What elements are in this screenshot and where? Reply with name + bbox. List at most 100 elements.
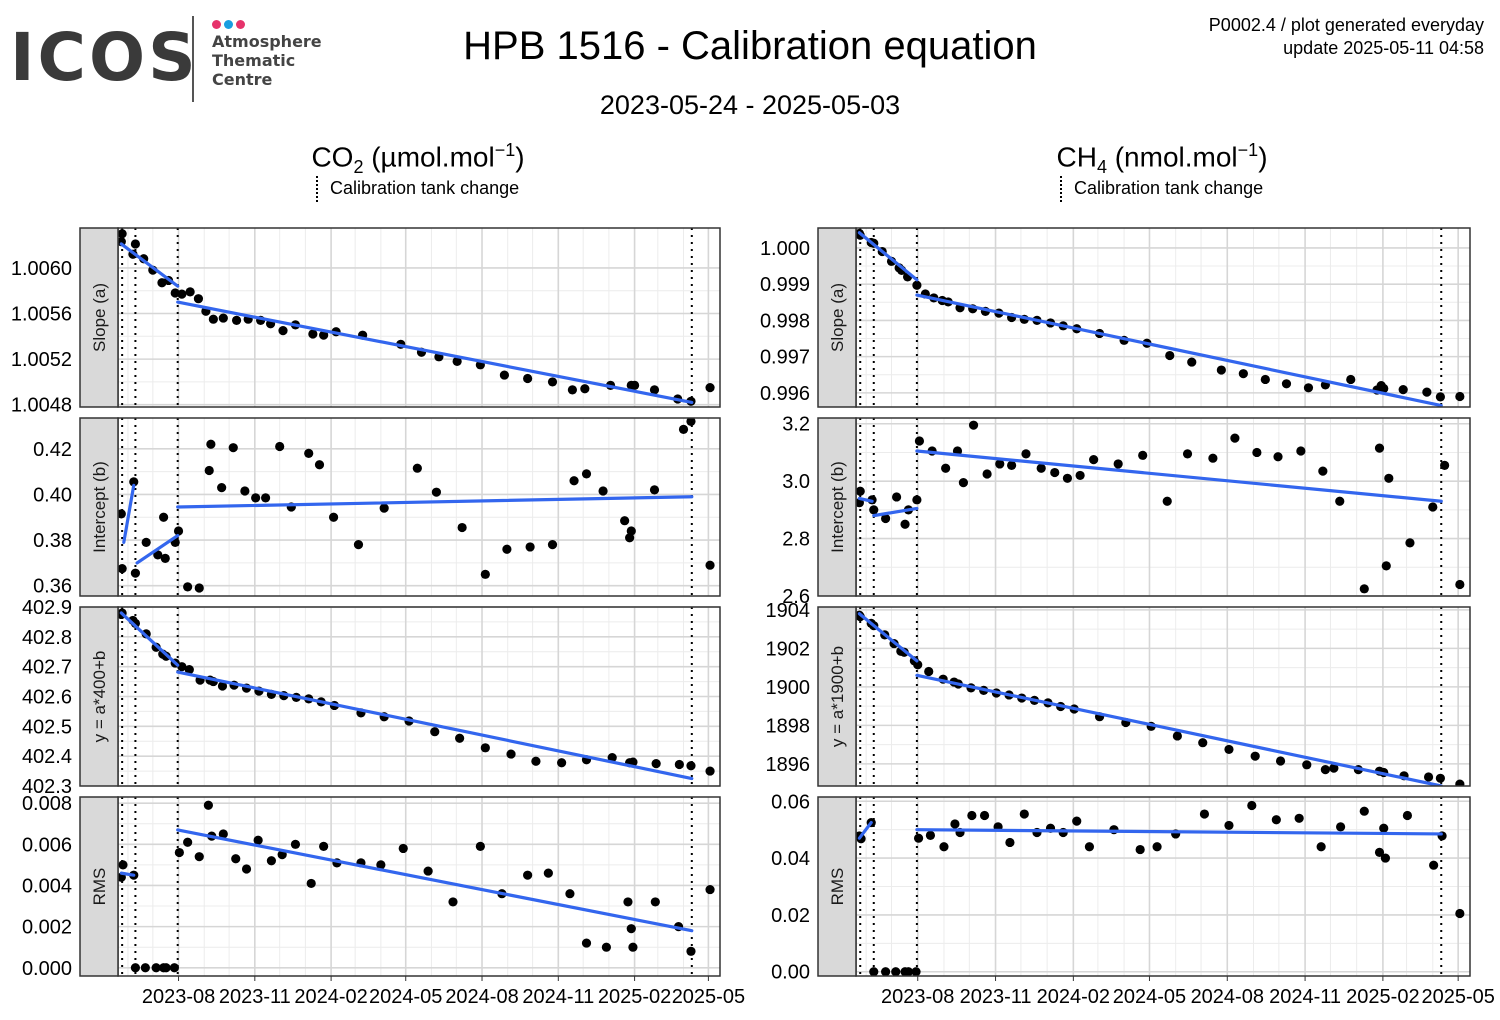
data-point: [118, 860, 128, 870]
panel-background: [118, 228, 720, 407]
generation-meta: P0002.4 / plot generated everyday update…: [1209, 14, 1484, 60]
co2-species: CO: [311, 141, 354, 173]
data-point: [130, 239, 141, 249]
data-point: [129, 477, 139, 487]
y-tick-label: 0.00: [771, 962, 810, 984]
x-tick-label: 2024-02: [1037, 986, 1110, 1008]
data-point: [678, 424, 689, 435]
data-point: [1346, 374, 1356, 385]
data-point: [240, 486, 250, 496]
fit-line: [119, 611, 180, 667]
row-strip: [79, 227, 119, 408]
data-point: [278, 326, 288, 336]
y-tick-label: 1.0060: [11, 258, 72, 280]
data-points: [856, 420, 1465, 594]
panel-intercept-b--co2: 0.36 0.38 0.40 0.42 Intercept (b): [33, 417, 721, 598]
x-tick-label: 2023-11: [219, 986, 291, 1008]
logo-dot-3: [236, 20, 245, 29]
fit-line: [135, 533, 180, 565]
data-point: [939, 842, 949, 852]
data-point: [319, 841, 329, 851]
y-tick-label: 0.996: [760, 383, 810, 405]
data-point: [1380, 853, 1391, 863]
logo-dots-icon: [212, 16, 248, 34]
y-tick-label: 0.38: [33, 530, 72, 552]
data-point: [1075, 470, 1085, 481]
data-point: [118, 229, 127, 239]
data-point: [169, 963, 179, 973]
y-tick-label: 1.0052: [11, 349, 72, 371]
data-point: [1062, 473, 1073, 483]
logo-sub-line-3: Centre: [212, 70, 273, 89]
y-tick-label: 1.000: [760, 238, 810, 260]
data-point: [1435, 773, 1445, 783]
data-point: [891, 492, 902, 502]
data-point: [1374, 847, 1385, 858]
data-point: [151, 963, 161, 973]
fit-line: [915, 673, 1443, 786]
fit-line: [857, 231, 919, 282]
panel-y-a-400-b-co2: 402.3 402.4 402.5 402.6 402.7 402.8 402.9 y = a…: [22, 597, 721, 798]
data-point: [1172, 731, 1182, 741]
data-point: [412, 463, 422, 473]
data-point: [900, 519, 910, 529]
row-strip-label: Slope (a): [828, 283, 847, 352]
data-point: [686, 946, 696, 956]
data-point: [1007, 460, 1017, 470]
data-point: [912, 280, 922, 290]
data-point: [1224, 820, 1234, 831]
data-point: [130, 963, 141, 973]
meta-line-2: update 2025-05-11 04:58: [1283, 38, 1484, 58]
row-strip-label: Intercept (b): [828, 461, 847, 553]
data-point: [193, 294, 204, 304]
data-point: [1182, 449, 1193, 459]
data-point: [140, 963, 150, 973]
data-point: [1005, 837, 1015, 848]
panel-slope-a--co2: 1.0048 1.0052 1.0056 1.0060 Slope (a): [11, 227, 721, 417]
co2-column-title: CO2 (µmol.mol−1): [168, 140, 668, 178]
data-point: [626, 924, 636, 934]
panel-intercept-b--ch4: 2.6 2.8 3.0 3.2 Intercept (b): [782, 414, 1471, 608]
data-point: [705, 884, 715, 895]
data-point: [260, 493, 271, 503]
data-points: [118, 229, 715, 406]
data-point: [160, 553, 170, 563]
data-point: [1021, 449, 1031, 459]
data-point: [480, 569, 490, 579]
data-point: [1036, 463, 1046, 473]
y-tick-label: 0.06: [771, 791, 810, 813]
y-tick-label: 0.008: [22, 793, 72, 815]
data-point: [1187, 357, 1197, 367]
data-point: [314, 460, 325, 470]
data-point: [620, 516, 630, 526]
co2-subscript: 2: [353, 156, 364, 177]
data-point: [628, 942, 638, 952]
row-strip: [79, 796, 119, 977]
data-point: [903, 967, 914, 976]
data-point: [1250, 751, 1260, 761]
data-point: [1162, 496, 1172, 506]
data-point: [1428, 502, 1438, 512]
data-point: [185, 287, 195, 297]
data-point: [1318, 466, 1328, 476]
data-point: [1152, 842, 1162, 852]
data-point: [1084, 842, 1095, 852]
fit-line: [857, 820, 873, 840]
data-point: [1455, 391, 1465, 402]
data-point: [431, 487, 442, 497]
data-point: [304, 448, 314, 458]
data-point: [1429, 860, 1439, 870]
y-tick-label: 0.998: [760, 310, 810, 332]
data-point: [651, 759, 661, 769]
data-point: [650, 897, 660, 907]
data-point: [130, 568, 141, 578]
data-point: [1320, 765, 1330, 775]
data-point: [649, 485, 660, 495]
data-point: [194, 583, 204, 593]
data-point: [1260, 374, 1270, 385]
ch4-legend-label: Calibration tank change: [1074, 177, 1264, 198]
row-strip: [817, 606, 857, 787]
x-tick-label: 2025-05: [672, 986, 745, 1008]
y-tick-label: 402.6: [22, 687, 72, 709]
data-point: [275, 441, 285, 452]
